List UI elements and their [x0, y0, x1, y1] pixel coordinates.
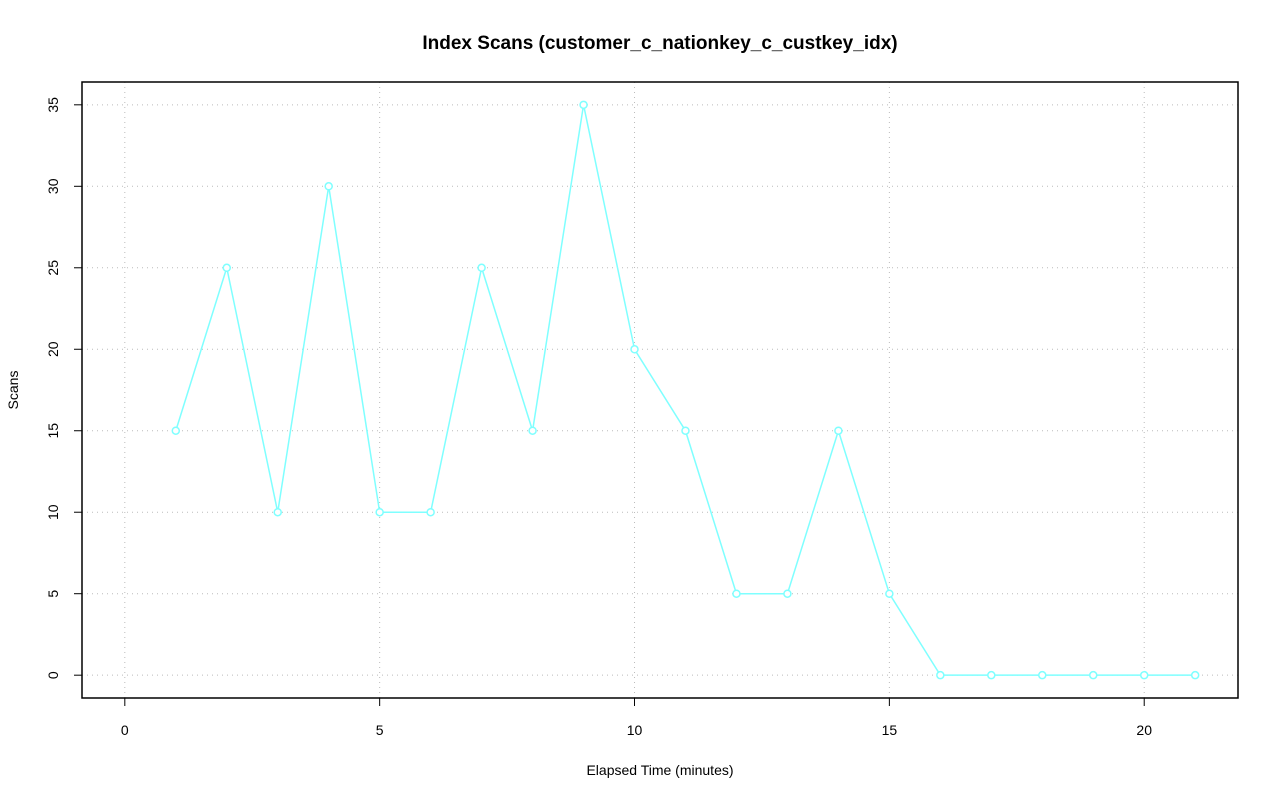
data-point — [630, 345, 639, 354]
x-tick-label: 0 — [121, 722, 129, 738]
data-point — [834, 426, 843, 435]
data-point — [171, 426, 181, 435]
y-tick-label: 20 — [45, 341, 61, 357]
data-point — [1190, 670, 1200, 680]
data-point — [273, 507, 282, 517]
x-tick-label: 5 — [376, 722, 384, 738]
y-tick-label: 25 — [45, 260, 61, 276]
x-axis-label: Elapsed Time (minutes) — [586, 762, 733, 778]
data-point — [324, 182, 333, 191]
data-point — [681, 426, 690, 435]
data-point — [1088, 670, 1098, 680]
x-tick-label: 10 — [627, 722, 643, 738]
chart-title: Index Scans (customer_c_nationkey_c_cust… — [422, 33, 897, 54]
data-point — [477, 263, 486, 273]
data-point — [885, 589, 894, 598]
data-point — [1139, 670, 1149, 680]
y-tick-label: 0 — [45, 671, 61, 679]
y-axis-label: Scans — [5, 371, 21, 410]
x-tick-label: 20 — [1136, 722, 1152, 738]
y-tick-label: 15 — [45, 423, 61, 439]
data-point — [528, 426, 537, 435]
data-point — [987, 670, 996, 680]
data-point — [426, 507, 435, 517]
y-tick-label: 10 — [45, 504, 61, 520]
data-point — [783, 589, 792, 598]
data-point — [1038, 670, 1047, 680]
plot-frame — [81, 81, 1239, 699]
x-tick-label: 15 — [882, 722, 898, 738]
data-point — [222, 263, 232, 273]
data-point — [936, 670, 945, 680]
y-tick-label: 35 — [45, 97, 61, 113]
y-tick-label: 30 — [45, 178, 61, 194]
data-point — [375, 507, 384, 517]
data-point — [732, 589, 741, 598]
data-point — [579, 100, 588, 110]
y-tick-label: 5 — [45, 590, 61, 598]
